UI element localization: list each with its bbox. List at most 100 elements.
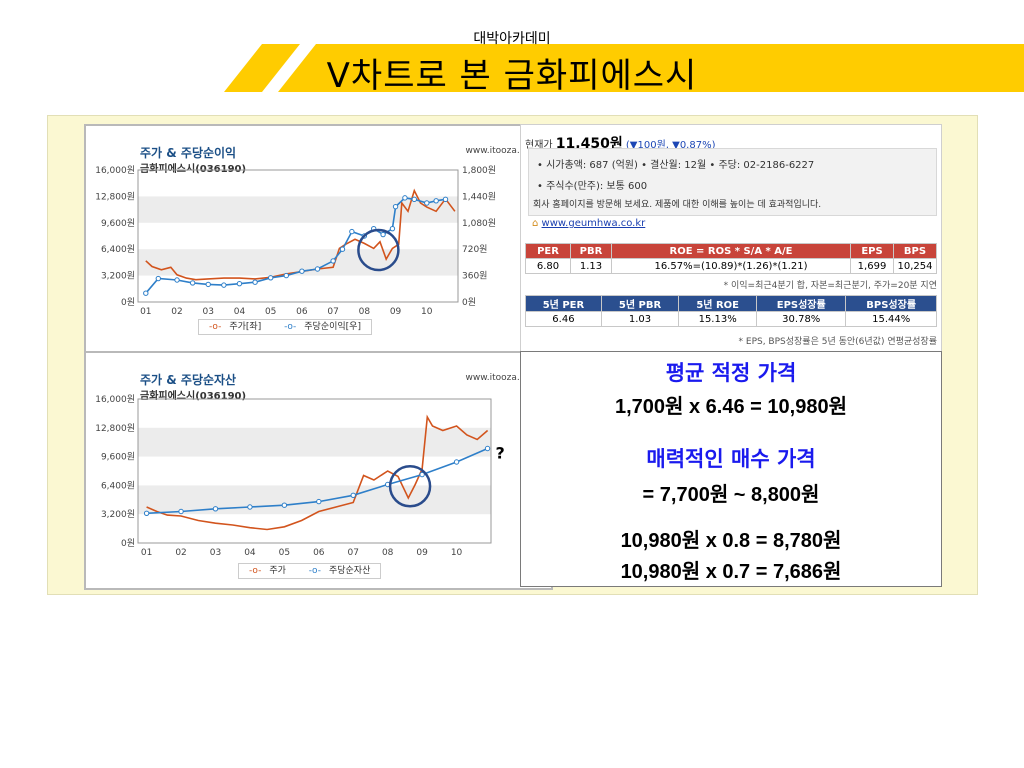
header-5y-roe: 5년 ROE: [678, 295, 758, 312]
x-tick-label: 03: [203, 307, 214, 317]
five-year-table: 5년 PER 5년 PBR 5년 ROE EPS성장률 BPS성장률 6.46 …: [525, 295, 937, 327]
y-tick-label: 9,600원: [101, 452, 135, 463]
x-tick-label: 01: [140, 307, 151, 317]
x-tick-label: 02: [171, 307, 182, 317]
plot-frame: [137, 169, 459, 303]
annotation-question-mark: ?: [496, 444, 505, 463]
x-tick-label: 07: [348, 548, 359, 558]
growth-note: * EPS, BPS성장률은 5년 동안(6년값) 연평균성장률: [738, 337, 937, 347]
legend-price-label: 주가: [269, 566, 286, 576]
chart2-source: www.itooza.com: [465, 373, 539, 383]
x-tick-label: 09: [416, 548, 428, 558]
data-point: [419, 471, 425, 478]
header-pbr: PBR: [570, 243, 612, 259]
chart-eps-box: 주가 & 주당순이익 금화피에스시(036190) www.itooza.com…: [84, 124, 553, 353]
y-tick-label: 16,000원: [95, 394, 135, 405]
five-year-header-row: 5년 PER 5년 PBR 5년 ROE EPS성장률 BPS성장률: [525, 295, 937, 312]
legend-price-marker: -o-: [209, 322, 222, 332]
valuation-value-row: 6.80 1.13 16.57%=(10.89)*(1.26)*(1.21) 1…: [525, 258, 937, 274]
value-pbr: 1.13: [570, 258, 612, 274]
buy-price-formula-low: 10,980원 x 0.7 = 7,686원: [620, 561, 842, 583]
y-tick-label: 0원: [121, 538, 135, 549]
five-year-value-row: 6.46 1.03 15.13% 30.78% 15.44%: [525, 311, 937, 327]
brand-label: 대박아카데미: [473, 31, 551, 47]
data-point: [281, 502, 288, 508]
data-point: [143, 290, 149, 296]
legend-eps-marker: -o-: [284, 322, 297, 332]
x-tick-label: 05: [279, 548, 290, 558]
fair-price-formula: 1,700원 x 6.46 = 10,980원: [615, 396, 847, 418]
y-right-tick-label: 1,800원: [462, 165, 496, 176]
data-point: [212, 506, 219, 512]
x-tick-label: 06: [296, 307, 308, 317]
grid-band: [138, 427, 491, 457]
x-tick-label: 08: [359, 307, 371, 317]
data-point: [155, 275, 161, 282]
summary-line-1: • 시가총액: 687 (억원) • 결산월: 12월 • 주당: 02-218…: [537, 160, 815, 171]
y-tick-label: 0원: [121, 297, 135, 308]
header-bps-growth: BPS성장률: [845, 295, 937, 312]
plot-frame: [137, 398, 492, 544]
data-point: [174, 277, 180, 283]
x-tick-label: 10: [421, 307, 433, 317]
header-5y-per: 5년 PER: [525, 295, 602, 312]
highlight-circle: [388, 465, 432, 508]
data-point: [484, 445, 491, 452]
legend-bps-marker: -o-: [308, 566, 321, 576]
x-tick-label: 09: [390, 307, 402, 317]
x-tick-label: 04: [244, 548, 256, 558]
buy-price-range: = 7,700원 ~ 8,800원: [642, 484, 820, 506]
company-website-link[interactable]: www.geumhwa.co.kr: [541, 218, 646, 229]
x-tick-label: 10: [451, 548, 463, 558]
chart2-legend: -o- 주가 -o- 주당순자산: [238, 563, 382, 579]
header-bps: BPS: [893, 243, 937, 259]
data-point: [411, 196, 417, 203]
data-point: [402, 195, 408, 201]
x-tick-label: 06: [313, 548, 325, 558]
header-roe: ROE = ROS * S/A * A/E: [611, 243, 851, 259]
grid-band: [138, 196, 458, 223]
data-point: [453, 459, 460, 465]
header-eps-growth: EPS성장률: [756, 295, 847, 312]
value-5y-roe: 15.13%: [678, 311, 758, 327]
data-point: [380, 231, 386, 238]
header-banner: [224, 44, 1024, 92]
data-point: [389, 225, 396, 232]
data-point: [236, 280, 243, 287]
data-point: [267, 275, 274, 281]
header-5y-pbr: 5년 PBR: [600, 295, 680, 312]
header-eps: EPS: [850, 243, 894, 259]
website-row: ⌂ www.geumhwa.co.kr: [532, 218, 645, 229]
x-tick-label: 05: [265, 307, 276, 317]
chart1-source: www.itooza.com: [465, 146, 539, 156]
valuation-header-row: PER PBR ROE = ROS * S/A * A/E EPS BPS: [525, 243, 937, 259]
data-point: [314, 266, 321, 272]
x-tick-label: 04: [234, 307, 246, 317]
data-point: [316, 498, 322, 505]
value-eps: 1,699: [850, 258, 894, 274]
value-5y-pbr: 1.03: [600, 311, 680, 327]
page-title: V차트로 본 금화피에스시: [326, 56, 698, 96]
data-point: [247, 504, 253, 510]
data-point: [283, 272, 289, 279]
fair-price-heading: 평균 적정 가격: [665, 361, 797, 385]
data-point: [350, 492, 356, 499]
data-point: [189, 280, 196, 286]
y-right-tick-label: 0원: [462, 297, 476, 308]
grid-band: [138, 249, 458, 276]
valuation-note: * 이익=최근4분기 합, 자본=최근분기, 주가=20분 지연: [723, 281, 937, 291]
value-eps-growth: 30.78%: [756, 311, 847, 327]
summary-line-2: • 주식수(만주): 보통 600: [537, 181, 648, 192]
content-panel: 주가 & 주당순이익 금화피에스시(036190) www.itooza.com…: [47, 115, 978, 595]
home-icon: ⌂: [532, 218, 539, 229]
y-tick-label: 3,200원: [101, 271, 135, 282]
chart-bps-box: 주가 & 주당순자산 금화피에스시(036190) www.itooza.com…: [84, 351, 553, 590]
highlight-circle: [357, 228, 400, 272]
x-tick-label: 07: [327, 307, 338, 317]
value-bps: 10,254: [893, 258, 937, 274]
y-tick-label: 16,000원: [95, 165, 135, 176]
value-5y-per: 6.46: [525, 311, 602, 327]
x-tick-label: 02: [175, 548, 186, 558]
buy-price-heading: 매력적인 매수 가격: [646, 447, 816, 471]
y-right-tick-label: 1,440원: [462, 191, 496, 202]
